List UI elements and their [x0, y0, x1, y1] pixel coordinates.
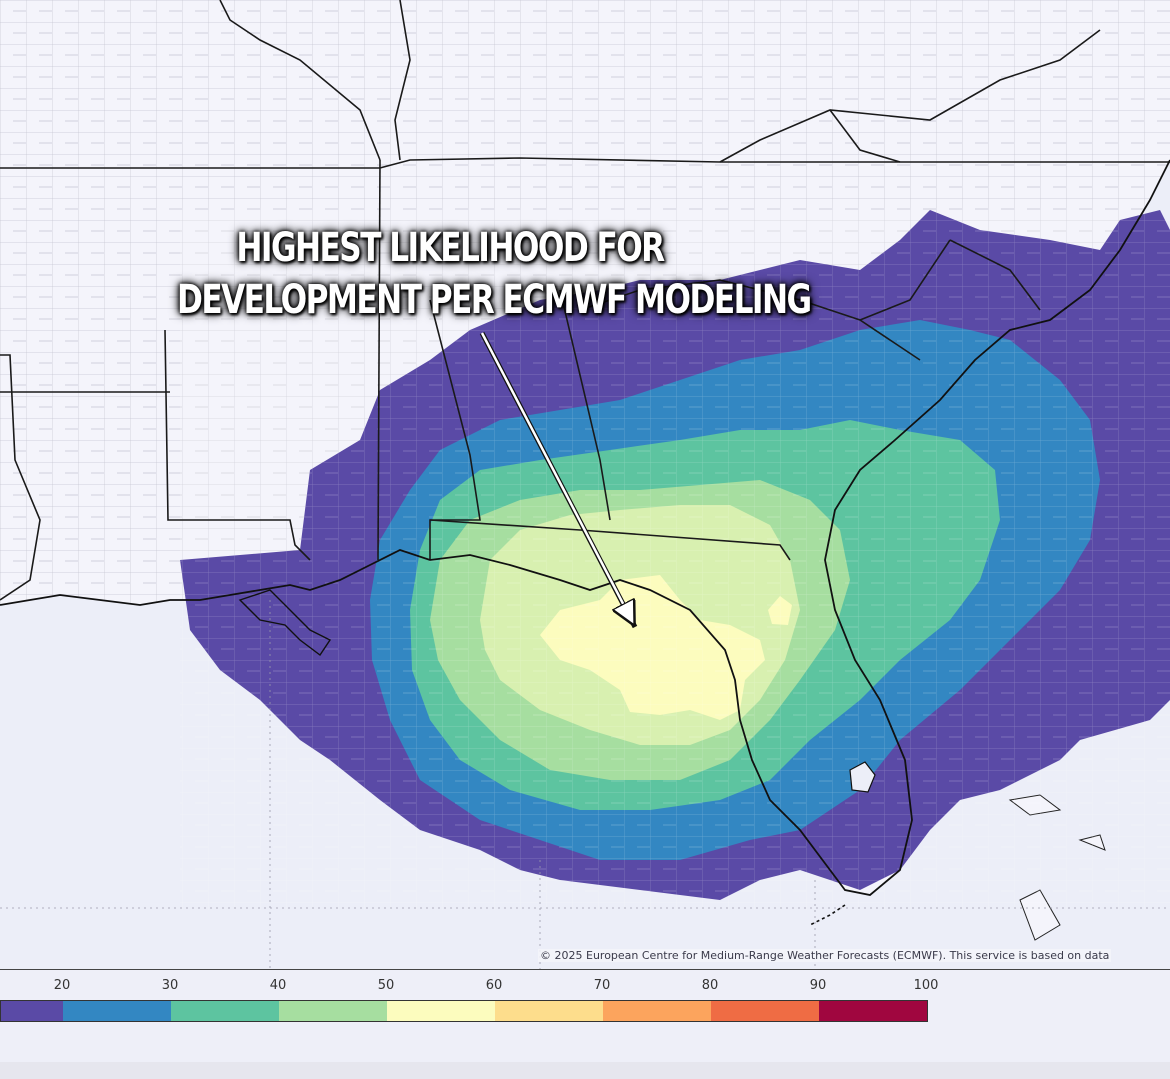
mississippi-delta	[238, 589, 332, 657]
colorbar-segment	[279, 1001, 387, 1021]
lake-okeechobee	[849, 761, 876, 793]
annotation-line-2: DEVELOPMENT PER ECMWF MODELING	[177, 277, 812, 323]
colorbar-segment	[171, 1001, 279, 1021]
bottom-strip	[0, 1062, 1170, 1079]
legend-tick: 40	[269, 978, 287, 993]
county-grid-overlay	[180, 210, 1170, 910]
colorbar-segment	[603, 1001, 711, 1021]
legend-tick: 30	[161, 978, 179, 993]
colorbar-segment	[1, 1001, 63, 1021]
map-svg	[0, 0, 1170, 970]
colorbar-segment	[711, 1001, 819, 1021]
legend-tick: 80	[701, 978, 719, 993]
colorbar-segment	[387, 1001, 495, 1021]
legend-tick: 100	[913, 978, 939, 993]
legend-tick: 20	[53, 978, 71, 993]
colorbar-legend: 20 30 40 50 60 70 80 90 100	[0, 978, 940, 1024]
colorbar-segment	[819, 1001, 927, 1021]
legend-tick: 50	[377, 978, 395, 993]
legend-tick: 70	[593, 978, 611, 993]
annotation-line-1: HIGHEST LIKELIHOOD FOR	[236, 225, 665, 271]
legend-divider	[0, 969, 1170, 970]
annotation-arrow-inner	[480, 332, 630, 617]
annotation-text: HIGHEST LIKELIHOOD FOR DEVELOPMENT PER E…	[100, 222, 812, 326]
colorbar-segment	[63, 1001, 171, 1021]
colorbar	[0, 1000, 928, 1022]
copyright-notice: © 2025 European Centre for Medium-Range …	[538, 949, 1112, 962]
legend-tick: 90	[809, 978, 827, 993]
state-boundaries	[0, 0, 1170, 601]
colorbar-segment	[495, 1001, 603, 1021]
probability-map	[0, 0, 1170, 970]
coastline	[0, 159, 1170, 896]
legend-tick: 60	[485, 978, 503, 993]
florida-keys	[809, 904, 846, 926]
